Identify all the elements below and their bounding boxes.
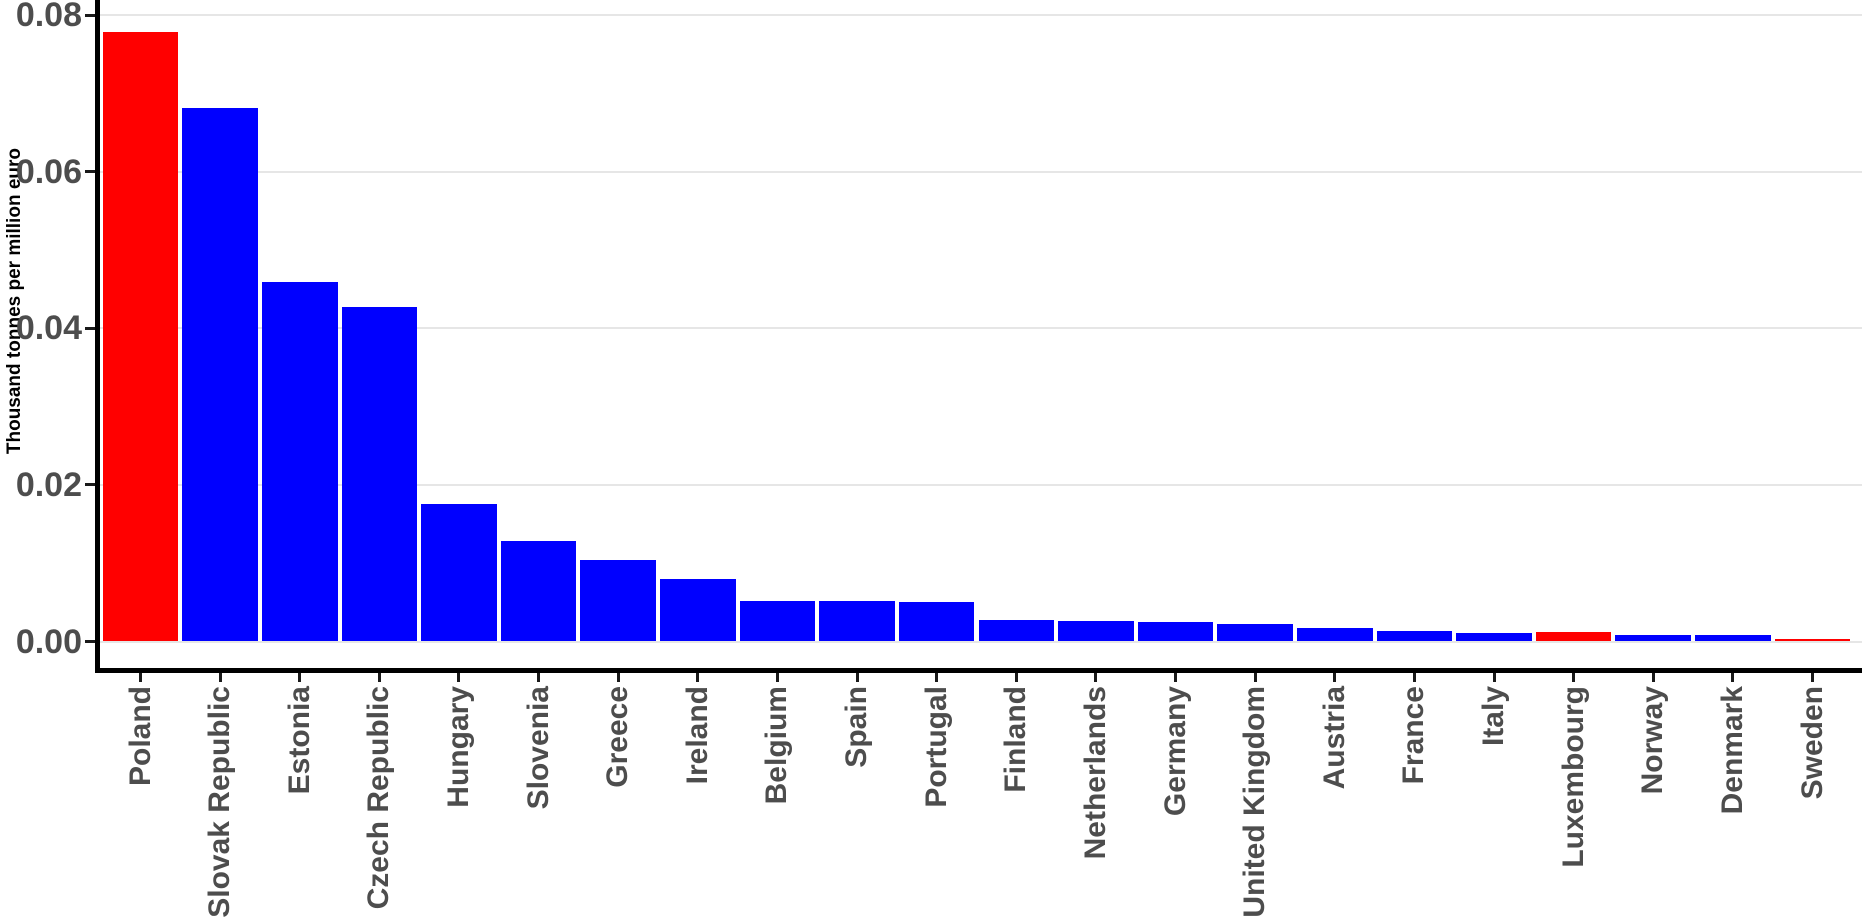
bar-germany [1137,621,1214,642]
bar-belgium [739,600,816,642]
y-tick-label: 0.00 [15,622,82,661]
y-tick-mark [85,326,96,330]
gridline-0.08 [100,14,1862,17]
x-tick-mark [1731,673,1735,682]
y-tick-mark [85,13,96,17]
bar-italy [1456,632,1532,642]
x-tick-mark [1094,673,1098,682]
x-axis-label-luxembourg: Luxembourg [1556,686,1590,868]
x-axis-line [95,668,1862,673]
x-axis-label-greece: Greece [601,686,635,788]
x-tick-mark [855,673,859,682]
x-tick-mark [1651,673,1655,682]
bar-hungary [421,503,497,642]
x-tick-mark [1492,673,1496,682]
bar-netherlands [1058,621,1134,642]
x-tick-mark [1412,673,1416,682]
x-axis-label-finland: Finland [999,686,1033,793]
gridline-0.00 [100,640,1862,643]
x-tick-mark [298,673,302,682]
bar-portugal [898,602,975,642]
bar-czech-republic [341,307,418,642]
bar-poland [102,32,179,642]
x-axis-label-netherlands: Netherlands [1078,686,1112,860]
x-tick-mark [1253,673,1257,682]
x-axis-label-slovenia: Slovenia [521,686,555,810]
x-axis-label-germany: Germany [1158,686,1192,817]
x-axis-label-slovak-republic: Slovak Republic [203,686,237,918]
y-tick-mark [85,483,96,487]
bar-estonia [261,282,338,642]
bar-finland [978,620,1055,642]
y-tick-mark [85,170,96,174]
bar-denmark [1695,635,1771,642]
x-tick-mark [377,673,381,682]
x-axis-label-italy: Italy [1477,686,1511,747]
x-tick-mark [537,673,541,682]
x-axis-label-spain: Spain [840,686,874,768]
x-tick-mark [775,673,779,682]
y-tick-label: 0.04 [15,309,82,348]
bar-austria [1297,628,1373,642]
x-axis-label-norway: Norway [1636,686,1670,795]
x-tick-mark [139,673,142,682]
x-tick-mark [1811,673,1815,682]
bar-united-kingdom [1217,624,1293,642]
bar-slovenia [500,541,577,642]
y-tick-label: 0.06 [15,152,82,191]
x-tick-mark [1572,673,1576,682]
x-axis-label-hungary: Hungary [441,686,475,808]
y-tick-mark [85,640,96,643]
bar-ireland [660,578,736,642]
x-axis-label-estonia: Estonia [282,686,316,795]
gridline-0.04 [100,327,1862,330]
gridline-0.06 [100,170,1862,173]
y-axis-line [95,0,100,673]
x-axis-label-czech-republic: Czech Republic [362,686,396,910]
x-tick-mark [1174,673,1178,682]
bar-spain [819,600,895,642]
x-tick-mark [1333,673,1337,682]
x-tick-mark [696,673,700,682]
x-axis-label-united-kingdom: United Kingdom [1238,686,1272,918]
x-axis-label-ireland: Ireland [680,686,714,785]
x-axis-label-portugal: Portugal [919,686,953,808]
bar-luxembourg [1535,632,1612,642]
x-tick-mark [935,673,939,682]
bar-slovak-republic [182,108,258,642]
bar-france [1376,631,1453,642]
x-axis-label-belgium: Belgium [760,686,794,805]
x-axis-label-denmark: Denmark [1715,686,1749,815]
x-tick-mark [457,673,461,682]
x-tick-mark [616,673,620,682]
x-axis-label-austria: Austria [1317,686,1351,790]
y-axis-title: Thousand tonnes per million euro [4,148,25,455]
x-axis-label-sweden: Sweden [1795,686,1829,800]
x-axis-label-france: France [1397,686,1431,785]
x-axis-label-poland: Poland [123,686,157,787]
x-tick-mark [1014,673,1018,682]
y-tick-label: 0.02 [15,465,82,504]
bar-sweden [1774,639,1851,642]
gridline-0.02 [100,483,1862,486]
bar-greece [580,560,656,642]
bar-norway [1615,635,1692,642]
y-tick-label: 0.08 [15,0,82,35]
x-tick-mark [218,673,222,682]
